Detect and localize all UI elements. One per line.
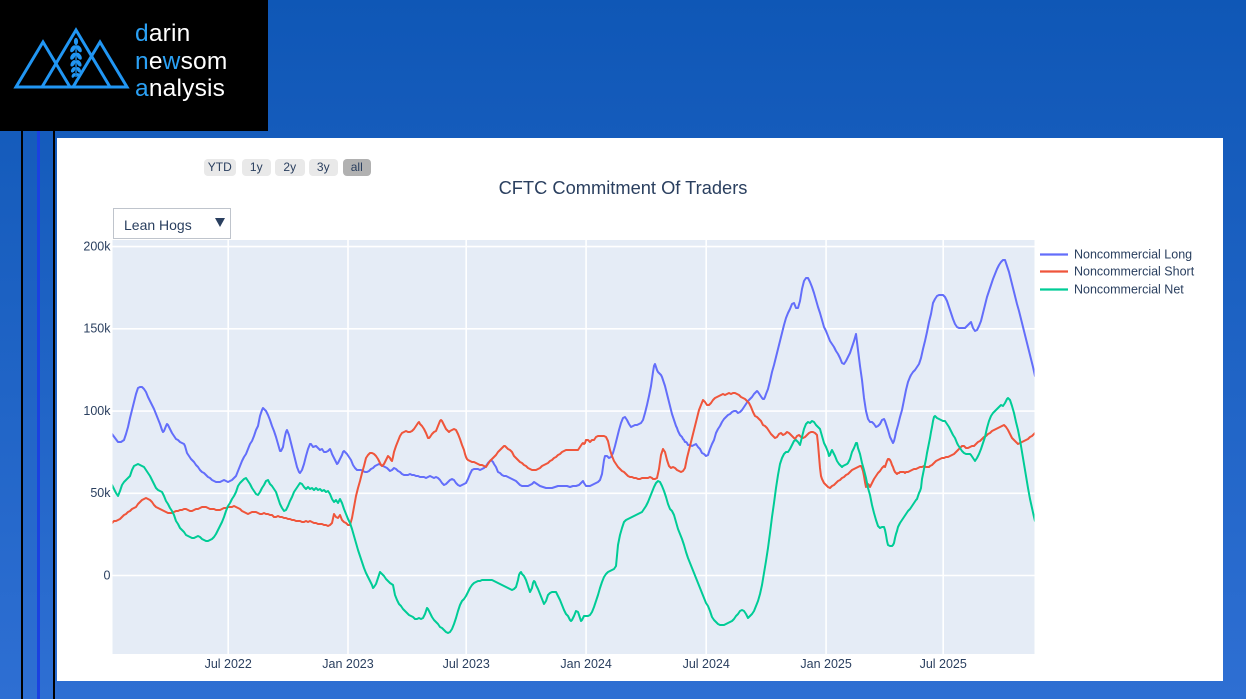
svg-text:50k: 50k <box>90 486 111 500</box>
svg-text:0: 0 <box>104 568 111 582</box>
svg-text:Jan 2025: Jan 2025 <box>800 657 851 671</box>
svg-text:Jul 2022: Jul 2022 <box>205 657 252 671</box>
svg-text:Jul 2023: Jul 2023 <box>443 657 490 671</box>
svg-text:Jan 2023: Jan 2023 <box>322 657 373 671</box>
svg-text:Jul 2024: Jul 2024 <box>683 657 730 671</box>
svg-text:200k: 200k <box>83 239 111 253</box>
svg-text:Jan 2024: Jan 2024 <box>560 657 611 671</box>
svg-text:Noncommercial Net: Noncommercial Net <box>1074 282 1184 296</box>
svg-text:Noncommercial Short: Noncommercial Short <box>1074 264 1195 278</box>
svg-text:150k: 150k <box>83 322 111 336</box>
svg-text:100k: 100k <box>83 404 111 418</box>
svg-text:Jul 2025: Jul 2025 <box>920 657 967 671</box>
svg-text:Noncommercial Long: Noncommercial Long <box>1074 247 1192 261</box>
